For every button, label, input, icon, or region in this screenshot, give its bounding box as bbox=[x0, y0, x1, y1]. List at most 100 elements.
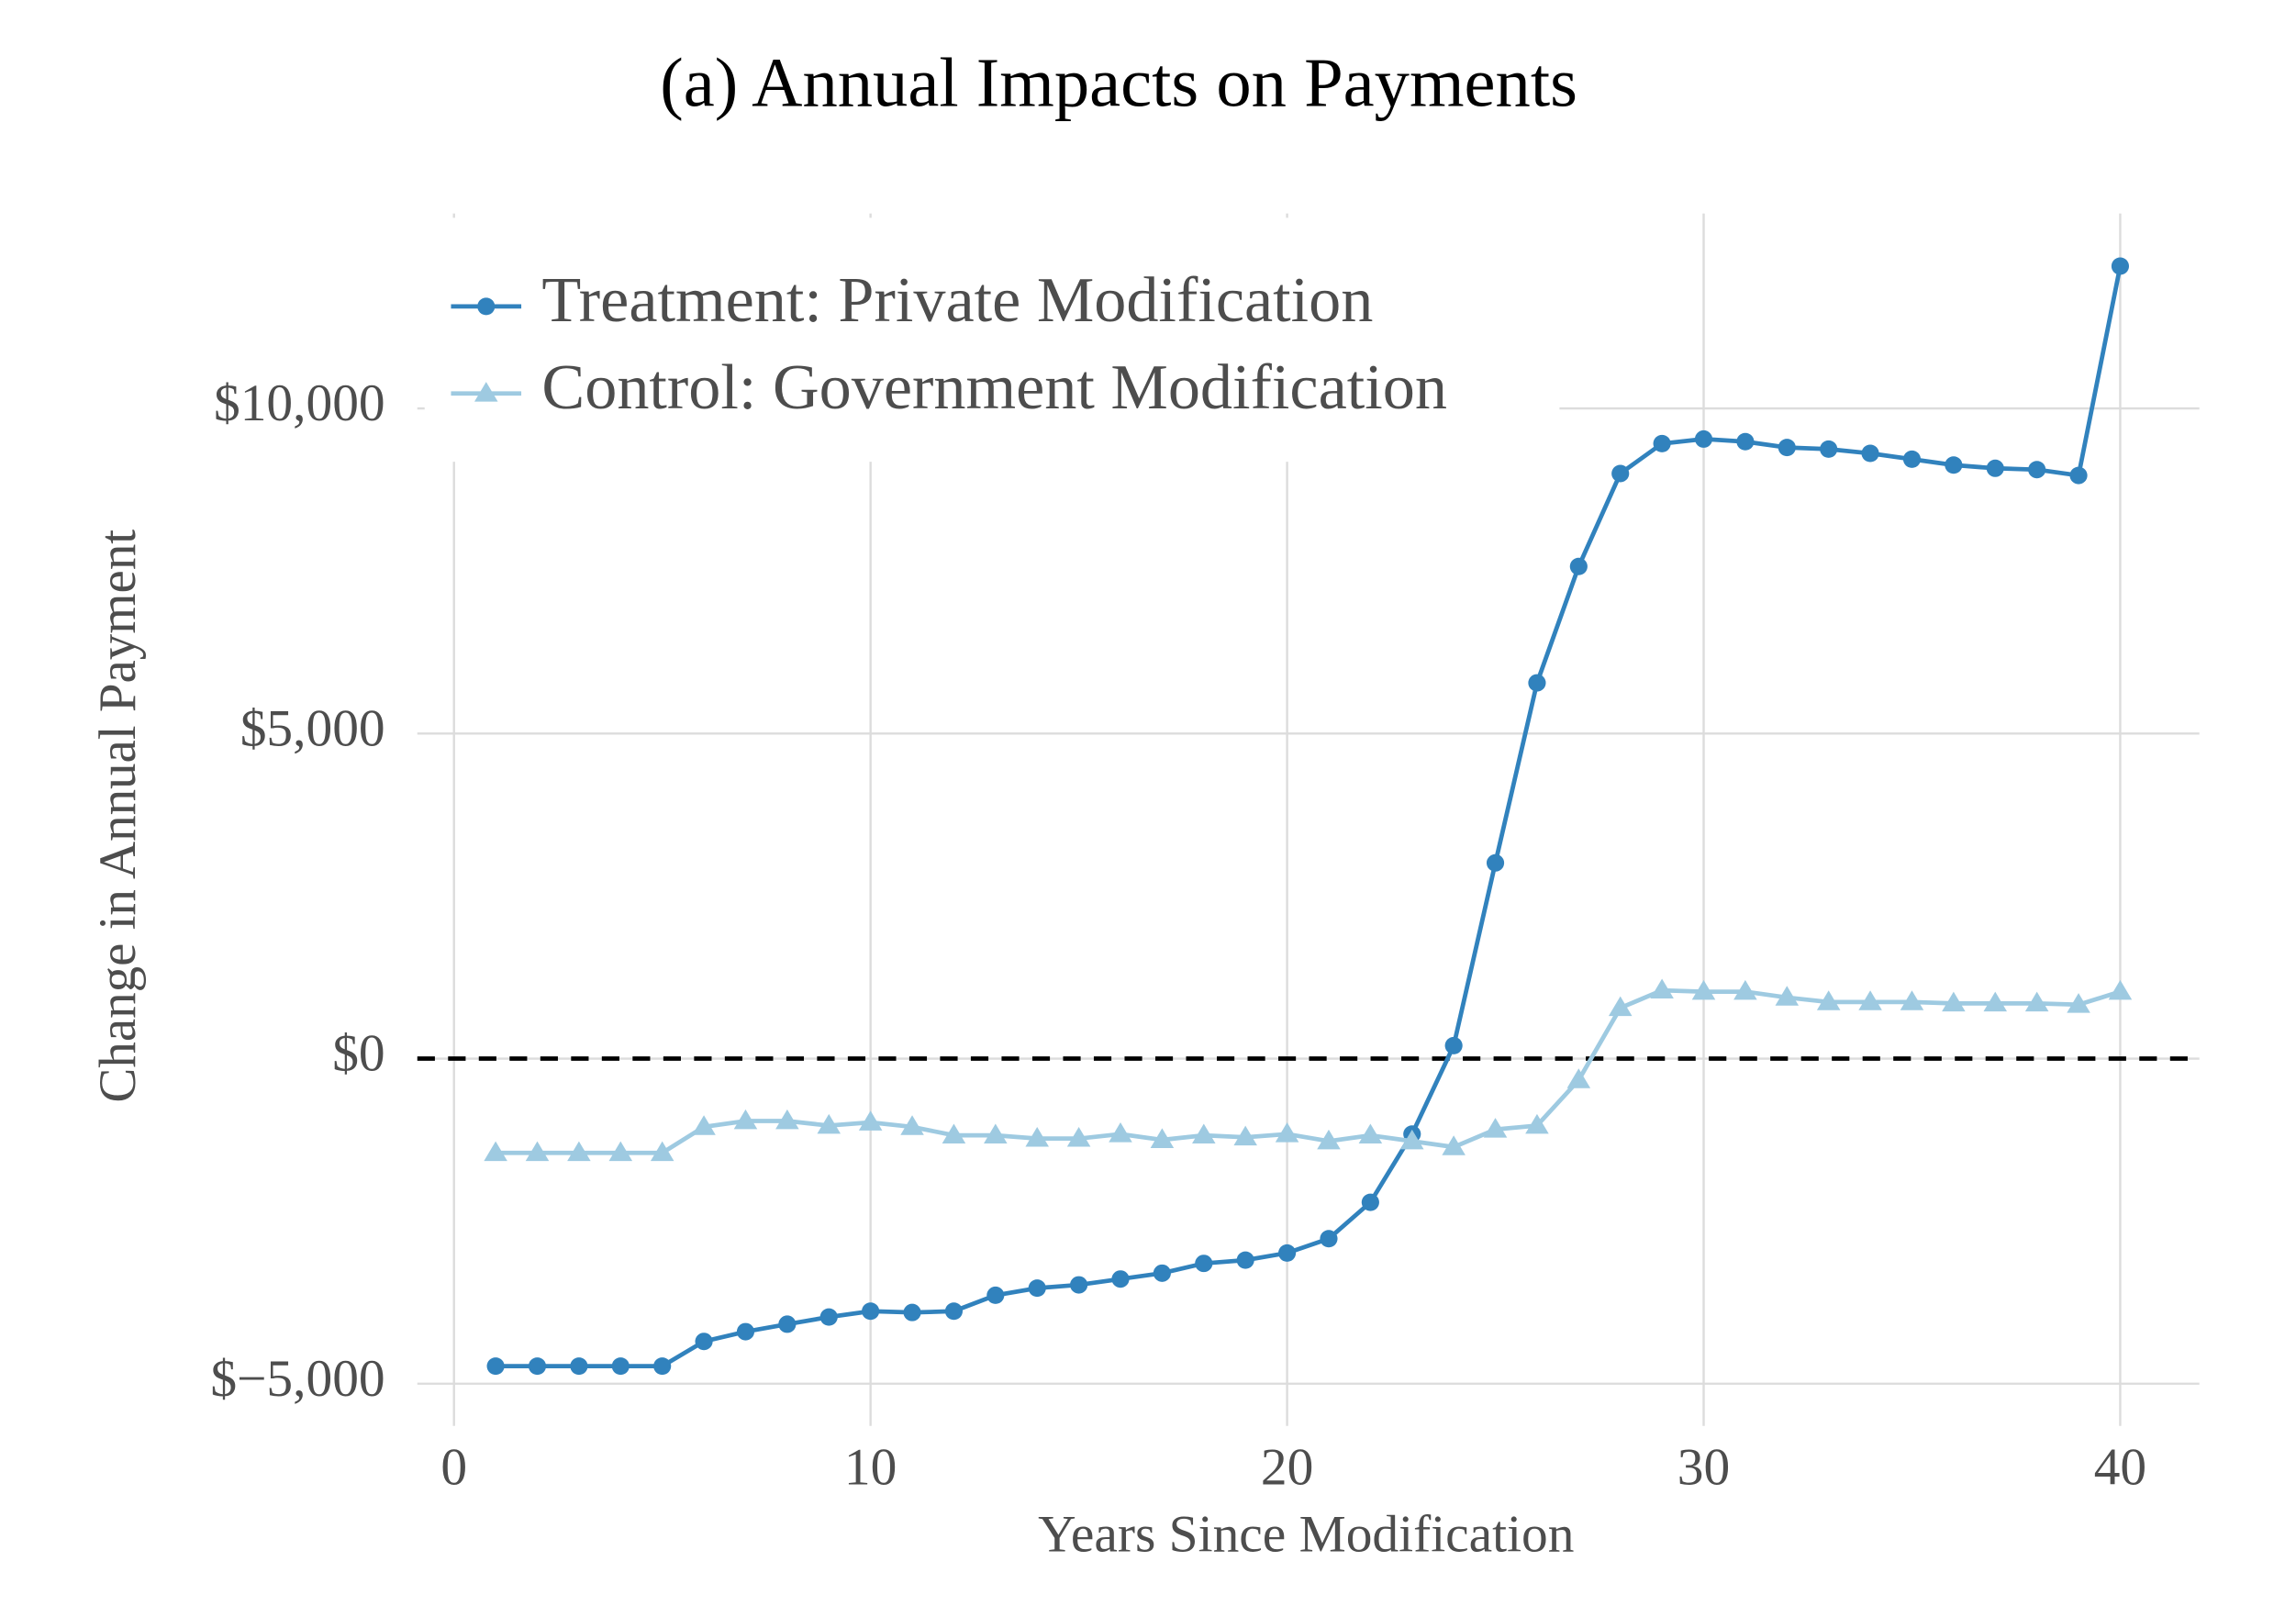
x-axis-label: Years Since Modification bbox=[1038, 1505, 1574, 1563]
marker bbox=[1778, 439, 1796, 457]
marker bbox=[1236, 1251, 1254, 1269]
marker bbox=[1195, 1255, 1213, 1273]
marker bbox=[862, 1302, 880, 1321]
y-tick-label: $0 bbox=[332, 1025, 385, 1083]
marker bbox=[1233, 1125, 1257, 1146]
marker bbox=[1399, 1129, 1424, 1150]
marker bbox=[1650, 978, 1674, 999]
marker bbox=[1442, 1135, 1466, 1155]
marker bbox=[528, 1357, 547, 1376]
marker bbox=[1694, 429, 1713, 448]
marker bbox=[1653, 434, 1671, 452]
marker bbox=[1111, 1270, 1130, 1288]
y-tick-label: $5,000 bbox=[240, 700, 385, 758]
marker bbox=[1986, 459, 2004, 477]
marker bbox=[819, 1308, 838, 1326]
legend-label: Treatment: Private Modification bbox=[541, 265, 1373, 336]
marker bbox=[984, 1123, 1008, 1143]
marker bbox=[608, 1141, 633, 1162]
marker bbox=[1902, 450, 1922, 468]
marker bbox=[1566, 1068, 1591, 1088]
marker bbox=[1816, 990, 1841, 1010]
legend-background bbox=[424, 217, 1560, 463]
marker bbox=[695, 1333, 713, 1351]
marker bbox=[736, 1322, 755, 1341]
marker bbox=[2108, 979, 2133, 1000]
marker bbox=[1278, 1244, 1297, 1262]
marker bbox=[1317, 1129, 1341, 1150]
marker bbox=[1525, 1113, 1549, 1134]
marker bbox=[1483, 1118, 1508, 1138]
marker bbox=[1983, 991, 2008, 1012]
marker bbox=[942, 1123, 966, 1143]
y-tick-label: $−5,000 bbox=[210, 1350, 385, 1408]
marker bbox=[817, 1113, 841, 1134]
y-axis-label: Change in Annual Payment bbox=[89, 530, 147, 1103]
marker bbox=[1858, 990, 1882, 1010]
marker bbox=[692, 1115, 716, 1135]
marker bbox=[858, 1110, 883, 1131]
marker bbox=[1945, 456, 1963, 474]
marker bbox=[1358, 1123, 1383, 1143]
marker bbox=[775, 1109, 799, 1130]
marker bbox=[1611, 464, 1630, 483]
marker bbox=[1528, 674, 1546, 692]
marker bbox=[778, 1315, 797, 1333]
marker bbox=[653, 1357, 672, 1376]
marker bbox=[1192, 1123, 1216, 1143]
y-tick-label: $10,000 bbox=[214, 374, 385, 432]
marker bbox=[525, 1141, 550, 1162]
series-line bbox=[496, 265, 2123, 1368]
marker bbox=[1861, 444, 1879, 463]
marker bbox=[1942, 991, 1966, 1012]
x-tick-label: 40 bbox=[2094, 1439, 2146, 1497]
marker bbox=[1733, 979, 1757, 1000]
marker bbox=[486, 1357, 505, 1376]
marker bbox=[1320, 1230, 1338, 1248]
marker bbox=[570, 1357, 588, 1376]
marker bbox=[1569, 557, 1588, 575]
marker bbox=[611, 1357, 630, 1376]
marker bbox=[474, 382, 498, 402]
marker bbox=[1691, 979, 1716, 1000]
marker bbox=[1608, 996, 1633, 1017]
series-line bbox=[496, 987, 2122, 1155]
marker bbox=[1150, 1128, 1175, 1148]
chart-title: (a) Annual Impacts on Payments bbox=[660, 45, 1577, 122]
x-tick-label: 30 bbox=[1677, 1439, 1730, 1497]
marker bbox=[903, 1303, 921, 1322]
marker bbox=[1070, 1276, 1088, 1294]
marker bbox=[567, 1141, 591, 1162]
marker bbox=[2069, 466, 2088, 485]
marker bbox=[733, 1109, 758, 1130]
marker bbox=[900, 1115, 924, 1135]
marker bbox=[1486, 853, 1505, 872]
marker bbox=[944, 1302, 964, 1321]
x-tick-label: 20 bbox=[1261, 1439, 1313, 1497]
marker bbox=[2067, 993, 2090, 1013]
marker bbox=[484, 1141, 507, 1162]
marker bbox=[477, 297, 496, 316]
marker bbox=[1444, 1036, 1463, 1054]
marker bbox=[1361, 1193, 1379, 1211]
marker bbox=[1153, 1264, 1171, 1282]
marker bbox=[1775, 986, 1800, 1006]
marker bbox=[1109, 1122, 1132, 1143]
marker bbox=[1820, 440, 1838, 458]
marker bbox=[2111, 257, 2130, 275]
legend-label: Control: Government Modification bbox=[541, 352, 1447, 423]
marker bbox=[2028, 461, 2046, 479]
marker bbox=[1025, 1127, 1049, 1147]
marker bbox=[1900, 990, 1924, 1010]
marker bbox=[1028, 1279, 1046, 1298]
marker bbox=[1066, 1127, 1091, 1147]
x-tick-label: 0 bbox=[440, 1439, 467, 1497]
x-tick-label: 10 bbox=[844, 1439, 897, 1497]
marker bbox=[986, 1286, 1005, 1304]
marker bbox=[1275, 1122, 1299, 1143]
marker bbox=[1736, 432, 1755, 451]
marker bbox=[2024, 991, 2049, 1012]
marker bbox=[650, 1141, 674, 1162]
